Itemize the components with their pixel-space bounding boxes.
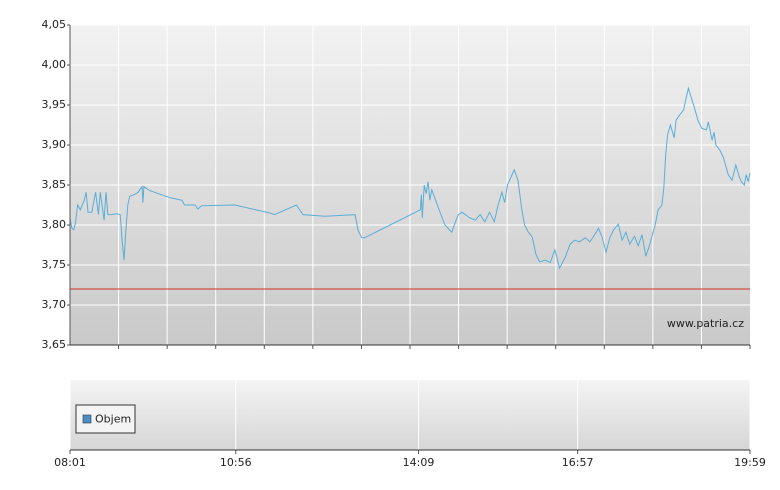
- volume-area: [70, 380, 750, 450]
- price-line: [69, 86, 751, 270]
- y-tick-label: 3,90: [42, 138, 67, 151]
- x-tick-label: 08:01: [54, 456, 86, 469]
- y-tick-label: 4,05: [42, 18, 67, 31]
- legend-swatch: [82, 414, 92, 424]
- y-tick-label: 4,00: [42, 58, 67, 71]
- x-tick-label: 19:59: [734, 456, 766, 469]
- legend-label: Objem: [95, 413, 131, 426]
- annotation: www.patria.cz: [667, 317, 744, 330]
- x-tick-label: 10:56: [220, 456, 252, 469]
- y-tick-label: 3,85: [42, 178, 67, 191]
- y-tick-label: 3,65: [42, 338, 67, 351]
- x-tick-label: 14:09: [403, 456, 435, 469]
- x-tick-label: 16:57: [562, 456, 594, 469]
- y-tick-label: 3,70: [42, 298, 67, 311]
- y-tick-label: 3,75: [42, 258, 67, 271]
- y-tick-label: 3,95: [42, 98, 67, 111]
- y-tick-label: 3,80: [42, 218, 67, 231]
